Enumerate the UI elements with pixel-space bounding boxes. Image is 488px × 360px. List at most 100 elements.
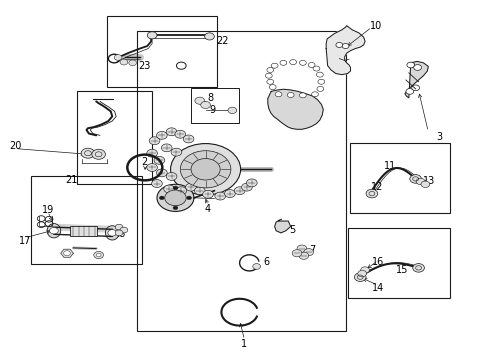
Circle shape [159,196,164,200]
Text: 12: 12 [370,182,383,192]
Circle shape [265,73,272,78]
Polygon shape [61,249,73,257]
Circle shape [147,32,157,39]
Circle shape [173,186,178,190]
Circle shape [115,230,122,236]
Text: 3: 3 [435,132,441,142]
Text: 10: 10 [369,21,381,31]
Circle shape [171,148,182,156]
Circle shape [412,264,424,272]
Circle shape [108,230,116,236]
Circle shape [299,60,305,65]
Bar [347,228,449,298]
Circle shape [234,187,244,195]
Polygon shape [404,62,427,98]
Circle shape [406,62,414,68]
Circle shape [94,251,103,258]
Circle shape [287,93,293,98]
Circle shape [96,253,101,257]
Circle shape [269,85,276,90]
Circle shape [342,44,348,49]
Circle shape [409,175,421,183]
Circle shape [180,151,230,188]
Circle shape [204,33,214,40]
Circle shape [146,149,157,157]
Text: 19: 19 [41,205,54,215]
Circle shape [366,189,377,198]
Polygon shape [267,89,323,129]
Text: 18: 18 [114,229,126,239]
Circle shape [311,92,318,97]
Circle shape [185,183,196,191]
Bar [350,143,449,213]
Circle shape [115,224,122,230]
Circle shape [241,183,252,191]
Circle shape [275,92,282,97]
Circle shape [360,267,369,273]
Text: 2: 2 [142,157,148,167]
Circle shape [405,89,413,94]
Polygon shape [325,26,365,75]
Circle shape [173,206,178,210]
Circle shape [266,67,273,72]
Bar [77,91,152,184]
Bar [191,88,238,123]
Circle shape [114,55,122,60]
Circle shape [335,42,342,48]
Circle shape [170,144,240,195]
Circle shape [195,97,204,104]
Circle shape [156,131,167,139]
Circle shape [186,196,191,200]
Circle shape [299,93,305,98]
Circle shape [252,264,260,269]
Circle shape [224,190,235,198]
Text: 15: 15 [396,265,408,275]
Bar [136,31,345,331]
Text: 13: 13 [422,176,434,186]
Circle shape [92,149,105,159]
Ellipse shape [47,224,61,238]
Circle shape [214,192,225,200]
Circle shape [81,148,95,158]
Text: 11: 11 [384,161,396,171]
Circle shape [157,184,194,211]
Circle shape [63,251,70,256]
Text: 20: 20 [9,141,21,151]
Circle shape [176,187,186,195]
Circle shape [296,245,306,252]
Circle shape [271,63,278,68]
Circle shape [415,178,424,185]
Circle shape [146,163,157,171]
Circle shape [191,158,220,180]
Circle shape [183,135,194,143]
Text: 23: 23 [139,61,151,71]
Circle shape [354,273,366,282]
Circle shape [120,227,127,233]
Circle shape [163,185,174,193]
Circle shape [291,249,301,257]
Circle shape [227,107,236,113]
Circle shape [166,172,177,180]
Text: 21: 21 [65,175,78,185]
Circle shape [266,79,273,84]
Circle shape [289,60,296,64]
Circle shape [420,181,429,188]
Polygon shape [274,219,290,233]
Circle shape [357,270,366,277]
Bar [30,176,142,264]
Circle shape [175,130,185,138]
Text: 22: 22 [216,36,228,46]
Circle shape [303,249,313,256]
Text: 8: 8 [207,93,213,103]
Text: 14: 14 [371,283,384,293]
Text: 5: 5 [288,225,295,235]
Circle shape [298,252,308,259]
Text: 7: 7 [309,245,315,255]
Circle shape [312,66,319,71]
Circle shape [128,60,136,66]
Ellipse shape [105,226,119,240]
Text: 1: 1 [241,339,247,349]
Circle shape [156,169,167,177]
Circle shape [201,102,210,109]
Circle shape [149,137,160,145]
